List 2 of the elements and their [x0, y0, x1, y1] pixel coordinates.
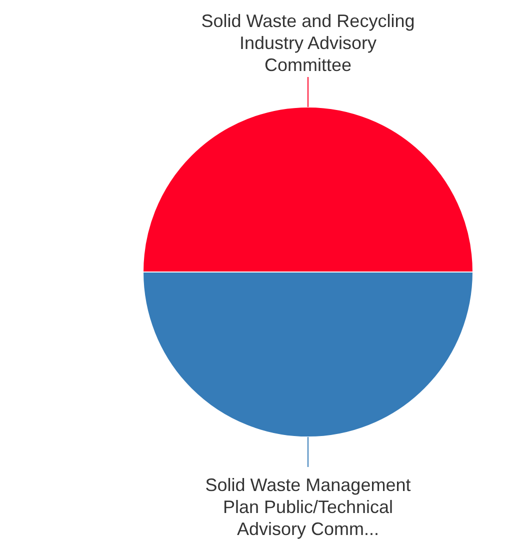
slice-label: Solid Waste and Recycling Industry Advisory Committee	[201, 11, 415, 75]
slice-label: Solid Waste Management Plan Public/Technical Advisory Comm...	[205, 475, 411, 539]
